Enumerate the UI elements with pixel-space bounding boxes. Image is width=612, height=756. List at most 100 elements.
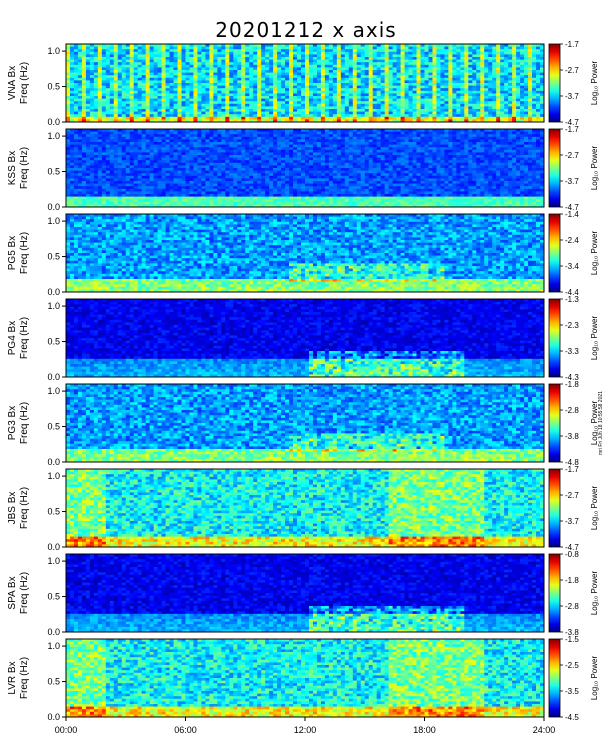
y-tick-label: 1.0 bbox=[47, 216, 60, 226]
colorbar bbox=[548, 553, 561, 633]
colorbar-tick-label: -4.3 bbox=[565, 373, 579, 382]
colorbar-tick-label: -3.8 bbox=[565, 432, 579, 441]
colorbar-tick-label: -3.3 bbox=[565, 347, 579, 356]
colorbar-tick-label: -1.8 bbox=[565, 380, 579, 389]
y-tick-label: 0.0 bbox=[47, 542, 60, 552]
y-tick-label: 0.5 bbox=[47, 592, 60, 602]
y-tick-label: 1.0 bbox=[47, 131, 60, 141]
colorbar-label: Log₁₀ Power bbox=[590, 656, 599, 701]
station-label: JBS Bx bbox=[7, 492, 18, 525]
colorbar-label: Log₁₀ Power bbox=[590, 61, 599, 106]
chart-title: 20201212 x axis bbox=[0, 18, 612, 42]
y-tick-label: 0.5 bbox=[47, 82, 60, 92]
panel-lvr-bx: 0.0 0.5 1.0 LVR Bx Freq (Hz) -1.5 -2.5 -3.5 -4.5… bbox=[7, 635, 599, 722]
y-tick-label: 0.0 bbox=[47, 712, 60, 722]
colorbar bbox=[548, 43, 561, 123]
colorbar bbox=[548, 298, 561, 378]
x-tick-label: 24:00 bbox=[533, 725, 556, 735]
station-label: VNA Bx bbox=[7, 66, 18, 100]
station-label: PG5 Bx bbox=[7, 236, 18, 270]
colorbar-tick-label: -2.7 bbox=[565, 66, 579, 75]
freq-axis-label: Freq (Hz) bbox=[19, 487, 30, 529]
colorbar-tick-label: -2.7 bbox=[565, 491, 579, 500]
colorbar-tick-label: -2.3 bbox=[565, 321, 579, 330]
y-tick-label: 1.0 bbox=[47, 46, 60, 56]
colorbar-label: Log₁₀ Power bbox=[590, 146, 599, 191]
y-tick-label: 1.0 bbox=[47, 556, 60, 566]
colorbar-tick-label: -1.8 bbox=[565, 576, 579, 585]
colorbar-label: Log₁₀ Power bbox=[590, 486, 599, 531]
colorbar-label: Log₁₀ Power bbox=[590, 401, 599, 446]
y-tick-label: 0.5 bbox=[47, 252, 60, 262]
freq-axis-label: Freq (Hz) bbox=[19, 147, 30, 189]
colorbar bbox=[548, 383, 561, 463]
colorbar-tick-label: -4.5 bbox=[565, 713, 579, 722]
panel-spa-bx: 0.0 0.5 1.0 SPA Bx Freq (Hz) -0.8 -1.8 -2.8 -3.8… bbox=[7, 550, 599, 637]
freq-axis-label: Freq (Hz) bbox=[19, 62, 30, 104]
colorbar-tick-label: -1.4 bbox=[565, 210, 579, 219]
y-tick-label: 0.0 bbox=[47, 202, 60, 212]
y-tick-label: 0.0 bbox=[47, 117, 60, 127]
colorbar-tick-label: -1.7 bbox=[565, 465, 579, 474]
x-tick-label: 18:00 bbox=[413, 725, 436, 735]
colorbar-tick-label: -2.8 bbox=[565, 602, 579, 611]
freq-axis-label: Freq (Hz) bbox=[19, 572, 30, 614]
colorbar-tick-label: -2.7 bbox=[565, 151, 579, 160]
footer-note: mri Fri Jun 18 10:55:58 2021 bbox=[598, 391, 604, 455]
y-tick-label: 1.0 bbox=[47, 386, 60, 396]
colorbar-tick-label: -1.3 bbox=[565, 295, 579, 304]
colorbar-tick-label: -2.8 bbox=[565, 406, 579, 415]
x-tick-label: 12:00 bbox=[294, 725, 317, 735]
colorbar-tick-label: -3.8 bbox=[565, 628, 579, 637]
colorbar-tick-label: -4.4 bbox=[565, 288, 579, 297]
colorbar-label: Log₁₀ Power bbox=[590, 231, 599, 276]
colorbar-tick-label: -4.7 bbox=[565, 203, 579, 212]
colorbar-tick-label: -0.8 bbox=[565, 550, 579, 559]
colorbar bbox=[548, 638, 561, 718]
colorbar-tick-label: -3.7 bbox=[565, 92, 579, 101]
colorbar-label: Log₁₀ Power bbox=[590, 571, 599, 616]
colorbar-label: Log₁₀ Power bbox=[590, 316, 599, 361]
colorbar-tick-label: -1.7 bbox=[565, 125, 579, 134]
station-label: PG4 Bx bbox=[7, 321, 18, 355]
y-tick-label: 1.0 bbox=[47, 471, 60, 481]
x-tick-label: 06:00 bbox=[174, 725, 197, 735]
y-tick-label: 0.0 bbox=[47, 627, 60, 637]
freq-axis-label: Freq (Hz) bbox=[19, 402, 30, 444]
colorbar bbox=[548, 128, 561, 208]
panel-kss-bx: 0.0 0.5 1.0 KSS Bx Freq (Hz) -1.7 -2.7 -3.7 -4.7… bbox=[7, 125, 599, 212]
colorbar-tick-label: -4.7 bbox=[565, 543, 579, 552]
station-label: LVR Bx bbox=[7, 661, 18, 694]
y-tick-label: 0.0 bbox=[47, 457, 60, 467]
y-tick-label: 0.5 bbox=[47, 337, 60, 347]
colorbar-tick-label: -3.7 bbox=[565, 177, 579, 186]
y-tick-label: 0.5 bbox=[47, 507, 60, 517]
colorbar-tick-label: -3.4 bbox=[565, 262, 579, 271]
panel-vna-bx: 0.0 0.5 1.0 VNA Bx Freq (Hz) -1.7 -2.7 -3.7 -4.7… bbox=[7, 40, 599, 127]
colorbar-tick-label: -3.5 bbox=[565, 687, 579, 696]
colorbar-tick-label: -2.4 bbox=[565, 236, 579, 245]
panel-pg3-bx: 0.0 0.5 1.0 PG3 Bx Freq (Hz) -1.8 -2.8 -3.8 -4.8… bbox=[7, 380, 599, 467]
station-label: KSS Bx bbox=[7, 151, 18, 185]
station-label: PG3 Bx bbox=[7, 406, 18, 440]
colorbar bbox=[548, 213, 561, 293]
freq-axis-label: Freq (Hz) bbox=[19, 317, 30, 359]
colorbar-tick-label: -4.7 bbox=[565, 118, 579, 127]
station-label: SPA Bx bbox=[7, 576, 18, 609]
y-tick-label: 0.5 bbox=[47, 677, 60, 687]
y-tick-label: 0.0 bbox=[47, 372, 60, 382]
colorbar-tick-label: -4.8 bbox=[565, 458, 579, 467]
colorbar-tick-label: -1.7 bbox=[565, 40, 579, 49]
y-tick-label: 0.0 bbox=[47, 287, 60, 297]
panel-jbs-bx: 0.0 0.5 1.0 JBS Bx Freq (Hz) -1.7 -2.7 -3.7 -4.7… bbox=[7, 465, 599, 552]
colorbar-tick-label: -2.5 bbox=[565, 661, 579, 670]
panel-pg5-bx: 0.0 0.5 1.0 PG5 Bx Freq (Hz) -1.4 -2.4 -3.4 -4.4… bbox=[7, 210, 599, 297]
freq-axis-label: Freq (Hz) bbox=[19, 232, 30, 274]
colorbar-tick-label: -1.5 bbox=[565, 635, 579, 644]
colorbar-tick-label: -3.7 bbox=[565, 517, 579, 526]
y-tick-label: 1.0 bbox=[47, 641, 60, 651]
panel-pg4-bx: 0.0 0.5 1.0 PG4 Bx Freq (Hz) -1.3 -2.3 -3.3 -4.3… bbox=[7, 295, 599, 382]
freq-axis-label: Freq (Hz) bbox=[19, 657, 30, 699]
colorbar bbox=[548, 468, 561, 548]
